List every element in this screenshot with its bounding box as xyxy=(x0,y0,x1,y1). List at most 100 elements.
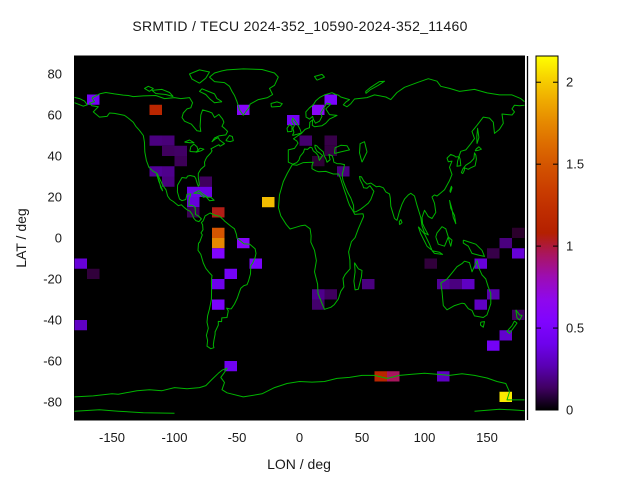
coastline-path xyxy=(334,144,350,154)
x-tick-label: 150 xyxy=(476,430,498,445)
coastline-path xyxy=(278,161,365,310)
coastline-path xyxy=(314,73,325,81)
coastline-path xyxy=(197,212,257,350)
colorbar-tick-label: 0 xyxy=(566,403,573,418)
x-tick-label: -50 xyxy=(228,430,247,445)
heatmap-cell xyxy=(199,176,212,187)
heatmap-cell xyxy=(324,289,337,300)
heatmap-cell xyxy=(212,299,225,310)
heatmap-cell xyxy=(162,176,175,187)
coastline-path xyxy=(476,127,480,144)
y-tick-label: -80 xyxy=(43,395,62,410)
heatmap-cell xyxy=(224,268,237,279)
heatmap-cell xyxy=(287,115,300,126)
heatmap-cell xyxy=(249,258,262,269)
heatmap-cell xyxy=(312,299,325,310)
y-tick-label: 80 xyxy=(48,67,62,82)
y-tick-label: 40 xyxy=(48,149,62,164)
heatmap-cell xyxy=(324,94,337,105)
coastline-path xyxy=(440,260,492,318)
heatmap-cell xyxy=(312,156,325,167)
colorbar-tick-label: 1 xyxy=(566,239,573,254)
heatmap-cell xyxy=(362,279,375,290)
coastline-path xyxy=(287,78,525,161)
coastline-path xyxy=(449,199,457,225)
map-layer xyxy=(74,68,525,414)
coastline-path xyxy=(287,104,525,236)
coastline-path xyxy=(151,88,174,98)
x-tick-label: -150 xyxy=(99,430,125,445)
heatmap-cell xyxy=(487,248,500,259)
heatmap-cell xyxy=(162,135,175,146)
heatmap-cell xyxy=(149,166,162,177)
heatmap-cell xyxy=(512,248,525,259)
heatmap-cell xyxy=(462,279,475,290)
coastline-path xyxy=(225,135,234,143)
coastline-path xyxy=(515,309,523,321)
heatmap-cell xyxy=(187,197,200,208)
heatmap-cell xyxy=(224,361,237,372)
y-tick-label: 0 xyxy=(55,231,62,246)
coastline-path xyxy=(199,88,223,104)
x-tick-label: 100 xyxy=(414,430,436,445)
y-tick-label: -40 xyxy=(43,313,62,328)
heatmap-cell xyxy=(437,371,450,382)
coastline-path xyxy=(193,190,208,198)
heatmap-cell xyxy=(212,238,225,249)
x-tick-label: 0 xyxy=(296,430,303,445)
coastline-path xyxy=(189,69,210,84)
x-tick-label: -100 xyxy=(161,430,187,445)
heatmap-cell xyxy=(149,104,162,115)
heatmap-cell xyxy=(512,227,525,238)
heatmap-cell xyxy=(424,258,437,269)
coastline-path xyxy=(460,152,477,175)
heatmap-cell xyxy=(199,186,212,197)
coastline-path xyxy=(291,117,302,136)
heatmap-cell xyxy=(437,279,450,290)
heatmap-cell xyxy=(262,197,275,208)
coastline-path xyxy=(74,367,525,401)
heatmap-cell xyxy=(449,279,462,290)
chart-title: SRMTID / TECU 2024-352_10590-2024-352_11… xyxy=(132,18,468,34)
heatmap-cell xyxy=(212,248,225,259)
coastline-path xyxy=(506,320,518,334)
coastline-path xyxy=(195,147,205,153)
coastline-path xyxy=(156,173,164,192)
heatmap-cell xyxy=(212,227,225,238)
coastline-path xyxy=(89,92,229,223)
colorbar-tick-label: 1.5 xyxy=(566,157,584,172)
coastline-path xyxy=(206,196,215,202)
coastline-path xyxy=(359,141,368,163)
heatmap-cell xyxy=(374,371,387,382)
x-axis-label: LON / deg xyxy=(267,456,331,472)
colorbar-tick-label: 2 xyxy=(566,75,573,90)
heatmap-cell xyxy=(212,207,225,218)
coastline-path xyxy=(144,85,154,92)
heatmap-cell xyxy=(512,309,525,320)
heatmap-cell xyxy=(74,258,87,269)
heatmap-cell xyxy=(324,135,337,146)
coastline-path xyxy=(449,185,453,193)
coastline-path xyxy=(474,408,525,412)
coastline-path xyxy=(74,409,175,414)
heatmap-cell xyxy=(499,330,512,341)
heatmap-cell xyxy=(487,289,500,300)
heatmap-cell xyxy=(237,104,250,115)
heatmap-cell xyxy=(174,145,187,156)
heatmap-cell xyxy=(499,391,512,402)
coastline-path xyxy=(353,262,363,291)
coastline-path xyxy=(209,68,279,116)
coastline-path xyxy=(474,146,482,152)
heatmap-cell xyxy=(474,299,487,310)
coastline-path xyxy=(74,96,88,107)
coastline-path xyxy=(398,219,403,226)
heatmap-cell xyxy=(74,320,87,331)
colorbar-tick-label: 0.5 xyxy=(566,321,584,336)
coastline-path xyxy=(270,101,283,108)
y-tick-label: 20 xyxy=(48,190,62,205)
coastline-path xyxy=(480,321,485,328)
heatmap-cell xyxy=(324,145,337,156)
heatmap-cell xyxy=(487,340,500,351)
